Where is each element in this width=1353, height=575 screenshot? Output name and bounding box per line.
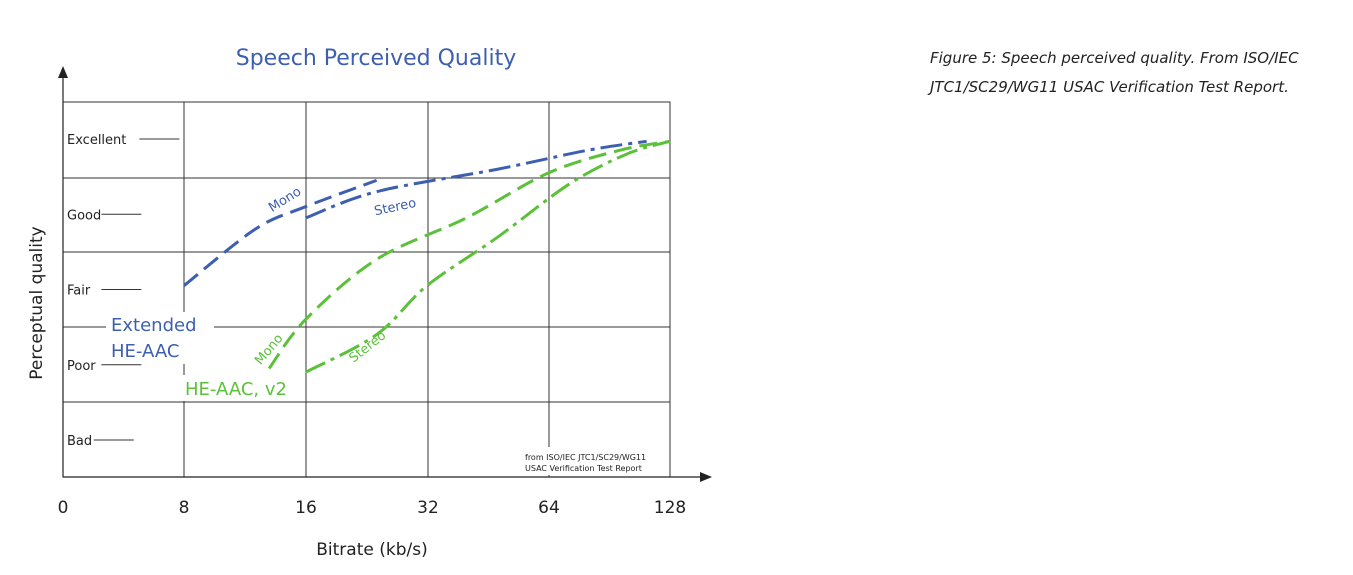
y-tick-label: Fair	[67, 284, 91, 299]
series-layer	[183, 139, 671, 374]
x-tick-label: 16	[295, 498, 317, 518]
series-label-1: Stereo	[373, 196, 418, 219]
figure-caption: Figure 5: Speech perceived quality. From…	[930, 49, 1299, 96]
y-tick-label-bg	[64, 280, 103, 299]
x-tick-label: 32	[417, 498, 439, 518]
y-tick-label: Bad	[67, 434, 92, 449]
y-tick-label: Good	[67, 208, 101, 223]
y-tick-label-bg	[64, 355, 103, 374]
y-axis-arrow	[58, 66, 68, 78]
chart-title: Speech Perceived Quality	[236, 46, 516, 71]
chart: Speech Perceived Quality 0 8 16 32 64 128 Bad…	[27, 46, 712, 560]
series-line-3	[304, 139, 671, 374]
x-tick-label: 8	[179, 498, 190, 518]
series-label-0: Mono	[266, 184, 304, 215]
x-tick-label: 64	[538, 498, 560, 518]
series-line-2	[267, 139, 671, 370]
series-label-2: Mono	[252, 331, 286, 368]
source-note-line: from ISO/IEC JTC1/SC29/WG11	[525, 453, 646, 462]
group-label-he-aac-v2: HE-AAC, v2	[185, 379, 287, 400]
group-labels: Extended HE-AAC HE-AAC, v2	[106, 312, 298, 401]
axes	[58, 66, 712, 482]
y-tick-label: Excellent	[67, 133, 126, 148]
grid	[62, 101, 671, 478]
group-label-extended-he-aac: Extended	[111, 315, 197, 336]
source-note: from ISO/IEC JTC1/SC29/WG11 USAC Verifica…	[520, 447, 668, 475]
x-tick-label: 0	[58, 498, 69, 518]
x-tick-labels: 0 8 16 32 64 128	[58, 498, 687, 518]
y-tick-labels: Bad Poor Fair Good Excellent	[64, 130, 180, 449]
y-tick-label-bg	[64, 130, 141, 148]
source-note-line: USAC Verification Test Report	[525, 464, 642, 473]
y-tick-label-bg	[64, 205, 103, 224]
y-tick-label-bg	[64, 431, 95, 449]
y-tick-label: Poor	[67, 359, 96, 374]
source-note-bg	[520, 447, 668, 475]
group-label-bg	[180, 375, 298, 401]
x-tick-label: 128	[654, 498, 686, 518]
y-axis-label: Perceptual quality	[27, 226, 47, 379]
plot-frame	[62, 101, 671, 478]
series-line-1	[304, 139, 647, 220]
group-label-bg	[106, 312, 214, 364]
x-axis-arrow	[700, 472, 712, 482]
group-label-extended-he-aac: HE-AAC	[111, 341, 179, 362]
series-line-0	[183, 178, 378, 287]
x-axis-label: Bitrate (kb/s)	[316, 540, 427, 560]
